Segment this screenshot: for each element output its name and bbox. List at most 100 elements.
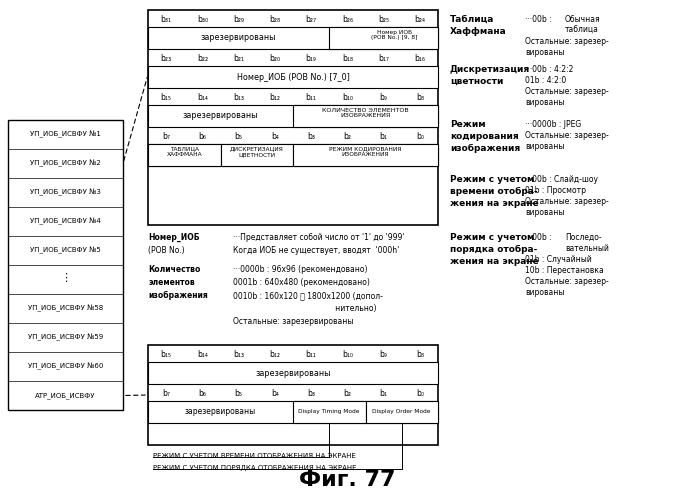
Text: УП_ИОБ_ИСВФУ №58: УП_ИОБ_ИСВФУ №58 [28,305,103,312]
Text: УП_ИОБ_ИСВФУ №2: УП_ИОБ_ИСВФУ №2 [30,160,101,167]
Bar [148,362,438,384]
Text: ···00b :: ···00b : [525,15,552,24]
Bar [148,66,438,88]
Text: b₁₀: b₁₀ [342,93,353,102]
Text: (POB No.): (POB No.) [148,246,185,255]
Text: таблица: таблица [565,26,599,35]
Text: b₉: b₉ [379,350,388,359]
Text: Остальные: зарезер-: Остальные: зарезер- [525,277,609,286]
Text: b₈: b₈ [416,350,424,359]
Text: Режим с учетом: Режим с учетом [450,233,534,242]
Text: b₁₄: b₁₄ [197,350,208,359]
Text: b₁: b₁ [379,132,388,141]
Text: Фиг. 77: Фиг. 77 [300,470,395,490]
Text: b₂₉: b₂₉ [233,15,244,24]
Text: 01b : Случайный: 01b : Случайный [525,255,591,264]
Text: жения на экране: жения на экране [450,257,539,266]
Text: вированы: вированы [525,288,564,297]
Text: b₄: b₄ [271,389,279,398]
Text: b₁₂: b₁₂ [270,350,280,359]
Text: вательный: вательный [565,244,609,253]
Text: РЕЖИМ КОДИРОВАНИЯ
ИЗОБРАЖЕНИЯ: РЕЖИМ КОДИРОВАНИЯ ИЗОБРАЖЕНИЯ [329,146,402,158]
Text: b₃: b₃ [307,132,315,141]
Text: b₁₅: b₁₅ [161,93,172,102]
Text: кодирования: кодирования [450,132,518,141]
Text: Когда ИОБ не существует, вводят  '000h': Когда ИОБ не существует, вводят '000h' [233,246,399,255]
Text: b₂: b₂ [343,389,352,398]
Text: Режим с учетом: Режим с учетом [450,175,534,184]
Text: b₅: b₅ [235,389,243,398]
Text: b₃: b₃ [307,389,315,398]
Text: УП_ИОБ_ИСВФУ №3: УП_ИОБ_ИСВФУ №3 [30,189,101,196]
Text: b₂₂: b₂₂ [197,54,208,63]
Text: жения на экране: жения на экране [450,199,539,208]
Text: b₂: b₂ [343,132,352,141]
Text: зарезервированы: зарезервированы [183,112,259,120]
Text: элементов: элементов [148,278,195,287]
Text: ДИСКРЕТИЗАЦИЯ
ЦВЕТНОСТИ: ДИСКРЕТИЗАЦИЯ ЦВЕТНОСТИ [230,146,284,158]
Text: b₁₉: b₁₉ [306,54,316,63]
Text: b₂₃: b₂₃ [161,54,172,63]
Text: b₁₃: b₁₃ [233,93,244,102]
Text: ···00b : Слайд-шоу: ···00b : Слайд-шоу [525,175,598,184]
Text: ···0000b : JPEG: ···0000b : JPEG [525,120,581,129]
Text: b₁₁: b₁₁ [306,350,316,359]
Text: вированы: вированы [525,98,564,107]
Text: ···00b :: ···00b : [525,233,552,242]
Text: Display Order Mode: Display Order Mode [373,410,431,414]
Text: изображения: изображения [148,291,208,300]
Text: УП_ИОБ_ИСВФУ №1: УП_ИОБ_ИСВФУ №1 [30,131,101,138]
Bar [148,144,220,166]
Text: b₇: b₇ [162,132,170,141]
Text: Количество: Количество [148,265,200,274]
Text: b₂₅: b₂₅ [378,15,389,24]
Text: РЕЖИМ С УЧЕТОМ ПОРЯДКА ОТОБРАЖЕНИЯ НА ЭКРАНЕ: РЕЖИМ С УЧЕТОМ ПОРЯДКА ОТОБРАЖЕНИЯ НА ЭК… [153,465,357,471]
Text: b₄: b₄ [271,132,279,141]
Text: Режим: Режим [450,120,486,129]
Text: времени отобра-: времени отобра- [450,187,538,196]
Text: Последо-: Последо- [565,233,602,242]
Text: Дискретизация: Дискретизация [450,65,530,74]
Bar [148,401,438,423]
Text: Остальные: зарезер-: Остальные: зарезер- [525,131,609,140]
Text: b₇: b₇ [162,389,170,398]
Text: Остальные: зарезер-: Остальные: зарезер- [525,197,609,206]
Bar [366,401,438,423]
Text: ТАБЛИЦА
ХАФФМАНА: ТАБЛИЦА ХАФФМАНА [166,146,202,158]
Text: порядка отобра-: порядка отобра- [450,245,537,254]
Text: АТР_ИОБ_ИСВФУ: АТР_ИОБ_ИСВФУ [35,392,96,399]
Text: Обычная: Обычная [565,15,600,24]
Text: b₅: b₅ [235,132,243,141]
Text: b₀: b₀ [416,132,424,141]
Text: 10b : Перестановка: 10b : Перестановка [525,266,604,275]
Text: b₈: b₈ [416,93,424,102]
Text: b₁₇: b₁₇ [378,54,389,63]
Text: b₂₈: b₂₈ [270,15,281,24]
Text: b₃₀: b₃₀ [197,15,208,24]
Text: b₂₆: b₂₆ [342,15,353,24]
Text: b₁₄: b₁₄ [197,93,208,102]
Text: b₁₈: b₁₈ [342,54,353,63]
Bar [293,105,438,127]
Text: 0001b : 640x480 (рекомендовано): 0001b : 640x480 (рекомендовано) [233,278,370,287]
Text: b₁₁: b₁₁ [306,93,316,102]
Text: Display Timing Mode: Display Timing Mode [298,410,360,414]
Text: вированы: вированы [525,48,564,57]
Text: УП_ИОБ_ИСВФУ №59: УП_ИОБ_ИСВФУ №59 [28,334,103,341]
Text: Остальные: зарезер-: Остальные: зарезер- [525,37,609,46]
Bar [220,144,293,166]
Text: b₀: b₀ [416,389,424,398]
Text: Таблица: Таблица [450,15,494,24]
Text: b₁₀: b₁₀ [342,350,353,359]
Text: b₆: b₆ [198,389,206,398]
Text: b₁₃: b₁₃ [233,350,244,359]
Text: b₂₄: b₂₄ [414,15,425,24]
Text: 01b : Просмотр: 01b : Просмотр [525,186,586,195]
Text: b₆: b₆ [198,132,206,141]
Text: цветности: цветности [450,77,503,86]
Text: 0010b : 160x120 ～ 1800x1200 (допол-: 0010b : 160x120 ～ 1800x1200 (допол- [233,291,383,300]
Bar [8,120,123,410]
Text: вированы: вированы [525,208,564,217]
Text: b₉: b₉ [379,93,388,102]
Text: ···00b : 4:2:2: ···00b : 4:2:2 [525,65,573,74]
